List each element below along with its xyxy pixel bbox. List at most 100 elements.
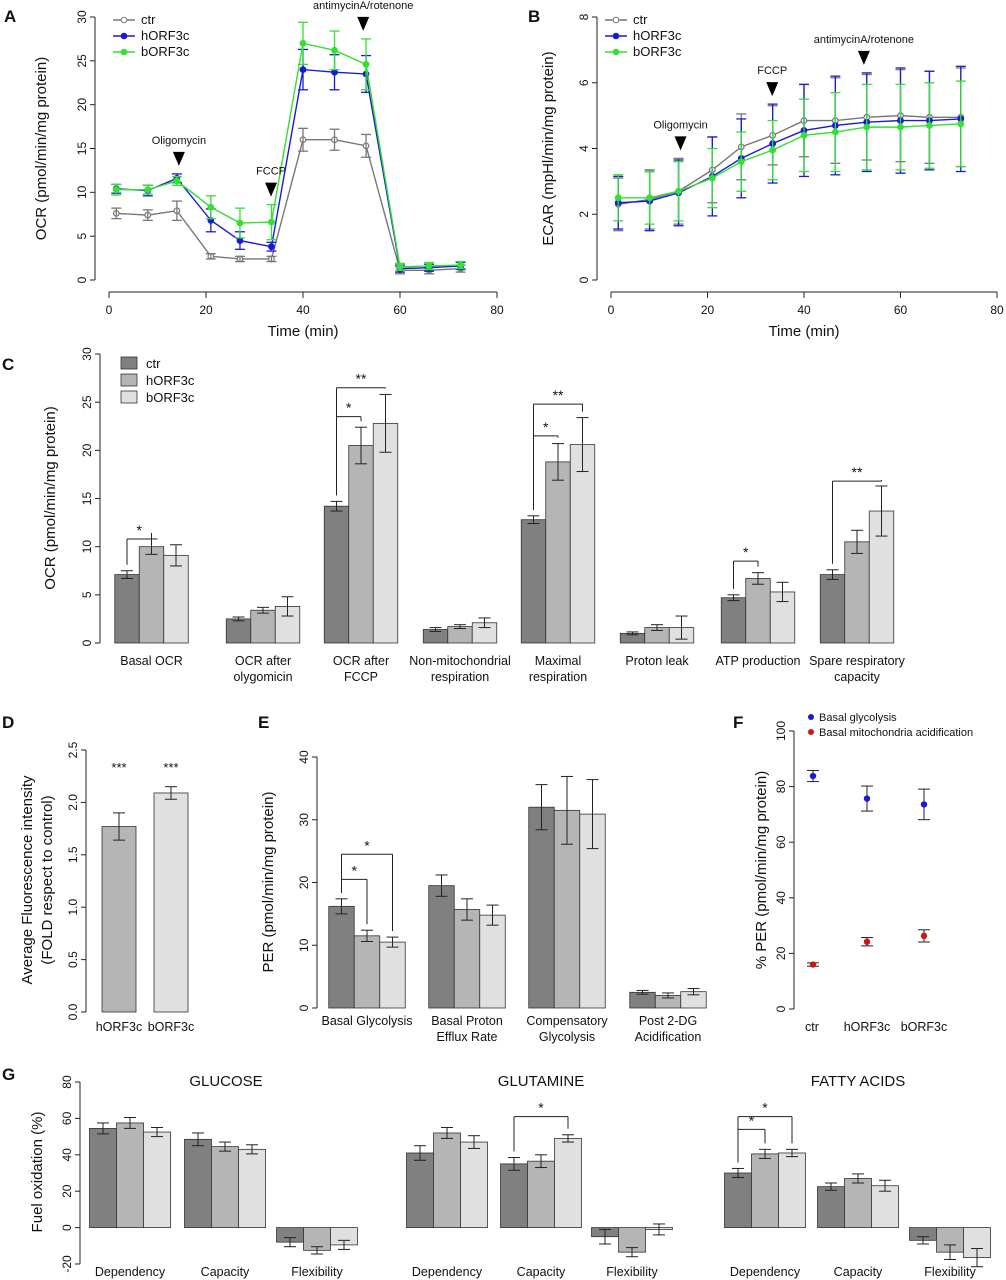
panel-G-y-tick-label: 20 bbox=[60, 1184, 74, 1198]
group-title: FATTY ACIDS bbox=[811, 1073, 905, 1090]
group-title: GLUCOSE bbox=[189, 1073, 262, 1090]
significance-bracket-label: * bbox=[762, 1100, 768, 1116]
data-point-mito bbox=[809, 961, 817, 968]
panel-F-y-tick-label: 20 bbox=[774, 946, 788, 960]
bar-hORF3c bbox=[138, 546, 165, 644]
panel-D-y-tick-label: 1.0 bbox=[66, 899, 80, 916]
bar-hORF3c bbox=[116, 1122, 144, 1228]
bar-bORF3c bbox=[274, 605, 301, 644]
x-axis-label: Time (min) bbox=[267, 323, 338, 340]
significance-stars: *** bbox=[111, 760, 126, 775]
panel-E-y-tick-label: 0 bbox=[297, 1004, 311, 1011]
panel-A-y-tick-label: 5 bbox=[75, 233, 89, 240]
bar-hORF3c bbox=[433, 1132, 461, 1228]
legend-marker bbox=[120, 16, 128, 24]
bar-bORF3c bbox=[143, 1131, 171, 1229]
legend-label: Basal mitochondria acidification bbox=[819, 727, 973, 739]
category-label: olygomicin bbox=[233, 670, 292, 684]
legend-label: ctr bbox=[141, 12, 156, 27]
data-point-mito bbox=[920, 932, 928, 940]
panel-D-y-tick-label: 1.5 bbox=[66, 846, 80, 863]
panel-letter: E bbox=[258, 713, 269, 732]
panel-E-y-tick-label: 20 bbox=[297, 876, 311, 890]
x-tick-label: 0 bbox=[608, 303, 615, 317]
bar-hORF3c bbox=[527, 1160, 555, 1229]
x-tick-label: 60 bbox=[393, 303, 407, 317]
category-label: OCR after bbox=[235, 654, 291, 668]
arrow-icon bbox=[265, 182, 278, 197]
panel-G-y-tick-label: 80 bbox=[60, 1075, 74, 1089]
category-label: Flexibility bbox=[606, 1265, 658, 1279]
data-point-glycolysis bbox=[809, 772, 817, 780]
bar-ctr bbox=[225, 618, 252, 644]
series-bORF3c bbox=[614, 120, 965, 202]
legend-marker bbox=[120, 32, 128, 40]
bar-bORF3c bbox=[871, 1185, 899, 1228]
bar-hORF3c bbox=[745, 578, 771, 644]
bar-bORF3c bbox=[372, 422, 399, 644]
bar-ctr bbox=[323, 505, 350, 644]
panel-D-y-tick-label: 0.5 bbox=[66, 951, 80, 968]
y-axis-label: OCR (pmol/min/mg protein) bbox=[33, 57, 50, 240]
category-label: respiration bbox=[431, 670, 489, 684]
category-label: Dependency bbox=[730, 1265, 801, 1279]
bar-ctr bbox=[500, 1163, 528, 1229]
panel-D-y-tick-label: 2.5 bbox=[66, 741, 80, 758]
panel-A-y-tick-label: 15 bbox=[75, 142, 89, 156]
category-label: Basal Glycolysis bbox=[322, 1014, 413, 1028]
legend-label: ctr bbox=[633, 12, 648, 27]
panel-A-y-tick-label: 10 bbox=[75, 185, 89, 199]
category-label: Post 2-DG bbox=[639, 1014, 697, 1028]
legend-label: hORF3c bbox=[141, 28, 190, 43]
series-ctr bbox=[112, 136, 465, 274]
legend-label: ctr bbox=[146, 356, 161, 371]
significance-bracket-label: * bbox=[743, 544, 749, 560]
legend-label: hORF3c bbox=[633, 28, 682, 43]
annotation-label: Oligomycin bbox=[152, 135, 206, 147]
panel-G-y-tick-label: -20 bbox=[60, 1255, 74, 1273]
y-axis-label: Fuel oxidation (%) bbox=[29, 1112, 46, 1233]
significance-bracket-label: * bbox=[543, 419, 549, 435]
annotation-label: antimycinA/rotenone bbox=[814, 34, 914, 46]
x-axis-label: Time (min) bbox=[768, 323, 839, 340]
panel-letter: C bbox=[2, 355, 14, 374]
y-axis-label: ECAR (mpHl/min/mg protein) bbox=[540, 51, 557, 245]
legend-label: bORF3c bbox=[141, 44, 190, 59]
significance-stars: *** bbox=[163, 760, 178, 775]
panel-G-y-tick-label: 40 bbox=[60, 1148, 74, 1162]
significance-bracket-label: * bbox=[538, 1100, 544, 1116]
significance-bracket: * bbox=[513, 1100, 569, 1152]
panel-A-y-tick-label: 25 bbox=[75, 54, 89, 68]
category-label: Glycolysis bbox=[539, 1030, 595, 1044]
panel-C-y-tick-label: 5 bbox=[80, 591, 94, 598]
category-label: ATP production bbox=[715, 654, 800, 668]
panel-B-y-tick-label: 4 bbox=[577, 145, 591, 152]
category-label: Flexibility bbox=[924, 1265, 976, 1279]
arrow-icon bbox=[674, 136, 687, 151]
significance-bracket-label: * bbox=[749, 1112, 755, 1128]
bar-ctr bbox=[720, 597, 747, 644]
panel-G-y-tick-label: 0 bbox=[60, 1224, 74, 1231]
panel-A-y-tick-label: 30 bbox=[75, 10, 89, 24]
category-label: Dependency bbox=[95, 1265, 166, 1279]
y-axis-label: Average Fluorescence intensity bbox=[19, 775, 36, 985]
bar-ctr bbox=[328, 905, 355, 1009]
category-label: Compensatory bbox=[526, 1014, 608, 1028]
annotation-label: Oligomycin bbox=[653, 119, 707, 131]
significance-bracket: * bbox=[737, 1100, 793, 1163]
panel-B-y-tick-label: 0 bbox=[577, 276, 591, 283]
data-point-mito bbox=[863, 938, 871, 945]
legend-marker bbox=[612, 48, 620, 56]
bar-ctr bbox=[184, 1138, 212, 1228]
category-label: Spare respiratory bbox=[809, 654, 906, 668]
arrow-icon bbox=[172, 151, 185, 166]
category-label: Non-mitochondrial bbox=[409, 654, 510, 668]
panel-letter: F bbox=[733, 713, 743, 732]
annotation-label: FCCP bbox=[256, 166, 286, 178]
panel-C-y-tick-label: 15 bbox=[80, 492, 94, 506]
category-label: Proton leak bbox=[625, 654, 689, 668]
bar-hORF3c bbox=[353, 935, 381, 1009]
panel-letter: B bbox=[528, 7, 540, 26]
bar-bORF3c bbox=[778, 1152, 806, 1228]
bar-bORF3c bbox=[479, 914, 506, 1009]
